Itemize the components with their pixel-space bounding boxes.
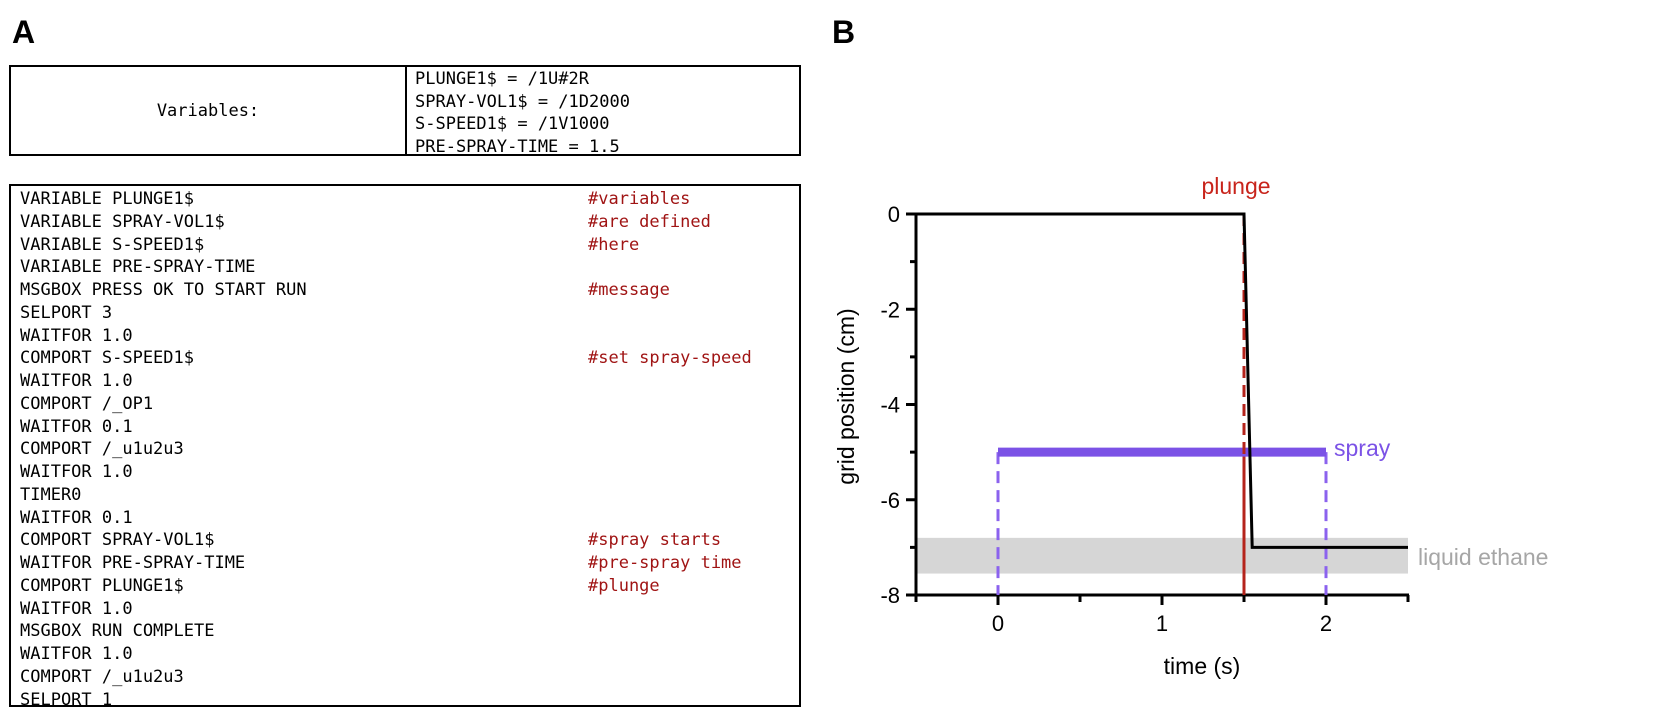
script-row: SELPORT 3 (20, 302, 799, 325)
script-row: MSGBOX RUN COMPLETE (20, 620, 799, 643)
script-command: WAITFOR 1.0 (20, 371, 133, 391)
script-row: COMPORT /_OP1 (20, 393, 799, 416)
script-row: WAITFOR 0.1 (20, 416, 799, 439)
y-axis-label: grid position (cm) (833, 308, 859, 484)
script-comment: #plunge (588, 575, 660, 596)
script-command: WAITFOR 1.0 (20, 644, 133, 664)
script-row: WAITFOR 1.0 (20, 370, 799, 393)
script-command: WAITFOR 0.1 (20, 507, 133, 528)
script-command: COMPORT PLUNGE1$ (20, 575, 184, 596)
x-axis-label: time (s) (1164, 653, 1241, 679)
script-row: WAITFOR 1.0 (20, 598, 799, 621)
grid-position-chart: 0 -2 -4 -6 -8 0 1 2 time (s) grid position (cm) pl… (833, 173, 1548, 679)
script-row: WAITFOR 1.0 (20, 643, 799, 666)
script-row: WAITFOR 0.1 (20, 507, 799, 530)
script-command: COMPORT /_OP1 (20, 393, 154, 414)
script-command: VARIABLE PRE-SPRAY-TIME (20, 257, 256, 278)
script-row: COMPORT /_u1u2u3 (20, 438, 799, 461)
x-tick-label: 1 (1156, 611, 1168, 636)
y-tick-label: 0 (888, 202, 900, 227)
script-command: COMPORT SPRAY-VOL1$ (20, 530, 215, 551)
script-row: COMPORT S-SPEED1$ #set spray-speed (20, 347, 799, 370)
liquid-ethane-band (916, 537, 1408, 574)
script-comment: #here (588, 234, 640, 255)
script-row: COMPORT SPRAY-VOL1$ #spray starts (20, 529, 799, 552)
variables-values-cell: PLUNGE1$ = /1U#2R SPRAY-VOL1$ = /1D2000 … (407, 67, 799, 157)
panel-a-label: A (12, 14, 36, 50)
script-command: SELPORT 3 (20, 302, 113, 323)
panel-b-label: B (832, 14, 856, 50)
script-comment: #message (588, 280, 670, 300)
script-row: VARIABLE PRE-SPRAY-TIME (20, 256, 799, 279)
script-command: WAITFOR 0.1 (20, 416, 133, 437)
variables-title-cell: Variables: (11, 67, 407, 154)
script-row: WAITFOR 1.0 (20, 325, 799, 348)
y-tick-label: -8 (880, 583, 900, 608)
script-command: WAITFOR PRE-SPRAY-TIME (20, 553, 246, 573)
script-command: SELPORT 1 (20, 689, 113, 710)
script-command: COMPORT /_u1u2u3 (20, 439, 184, 460)
script-comment: #set spray-speed (588, 348, 752, 369)
script-row: COMPORT PLUNGE1$ #plunge (20, 575, 799, 598)
script-row: TIMER0 (20, 484, 799, 507)
variables-title: Variables: (156, 100, 260, 121)
y-tick-label: -4 (880, 393, 900, 418)
variables-table: Variables: PLUNGE1$ = /1U#2R SPRAY-VOL1$… (9, 65, 801, 157)
y-tick-label: -2 (880, 297, 900, 322)
script-command: COMPORT /_u1u2u3 (20, 666, 184, 687)
script-row: SELPORT 1 (20, 689, 799, 712)
script-comment: #pre-spray time (588, 553, 742, 573)
script-listing: VARIABLE PLUNGE1$ #variables VARIABLE SPRA… (9, 184, 801, 710)
script-row: COMPORT /_u1u2u3 (20, 666, 799, 689)
spray-annotation: spray (1334, 435, 1391, 461)
script-row: VARIABLE S-SPEED1$ #here (20, 234, 799, 257)
liquid-ethane-annotation: liquid ethane (1418, 544, 1548, 570)
script-command: VARIABLE SPRAY-VOL1$ (20, 211, 225, 232)
script-comment: #are defined (588, 211, 711, 232)
script-row: VARIABLE PLUNGE1$ #variables (20, 188, 799, 211)
plunge-line (916, 212, 1408, 549)
script-command: MSGBOX PRESS OK TO START RUN (20, 280, 307, 300)
script-command: TIMER0 (20, 484, 82, 505)
variable-line: PRE-SPRAY-TIME = 1.5 (415, 136, 620, 157)
script-comment: #spray starts (588, 530, 722, 551)
variable-line: PLUNGE1$ = /1U#2R (415, 69, 589, 89)
plunge-annotation: plunge (1201, 173, 1270, 199)
variable-line: S-SPEED1$ = /1V1000 (415, 114, 610, 134)
script-row: VARIABLE SPRAY-VOL1$ #are defined (20, 211, 799, 234)
script-command: COMPORT S-SPEED1$ (20, 348, 194, 369)
script-row: WAITFOR PRE-SPRAY-TIME #pre-spray time (20, 552, 799, 575)
variable-line: SPRAY-VOL1$ = /1D2000 (415, 91, 630, 112)
script-row: MSGBOX PRESS OK TO START RUN #message (20, 279, 799, 302)
script-command: VARIABLE S-SPEED1$ (20, 234, 205, 255)
script-command: WAITFOR 1.0 (20, 598, 133, 619)
script-comment: #variables (588, 189, 691, 209)
script-command: MSGBOX RUN COMPLETE (20, 621, 215, 642)
script-command: VARIABLE PLUNGE1$ (20, 189, 194, 209)
script-command: WAITFOR 1.0 (20, 462, 133, 482)
y-tick-label: -6 (880, 488, 900, 513)
x-tick-label: 2 (1320, 611, 1332, 636)
script-command: WAITFOR 1.0 (20, 325, 133, 346)
x-tick-label: 0 (992, 611, 1004, 636)
script-row: WAITFOR 1.0 (20, 461, 799, 484)
